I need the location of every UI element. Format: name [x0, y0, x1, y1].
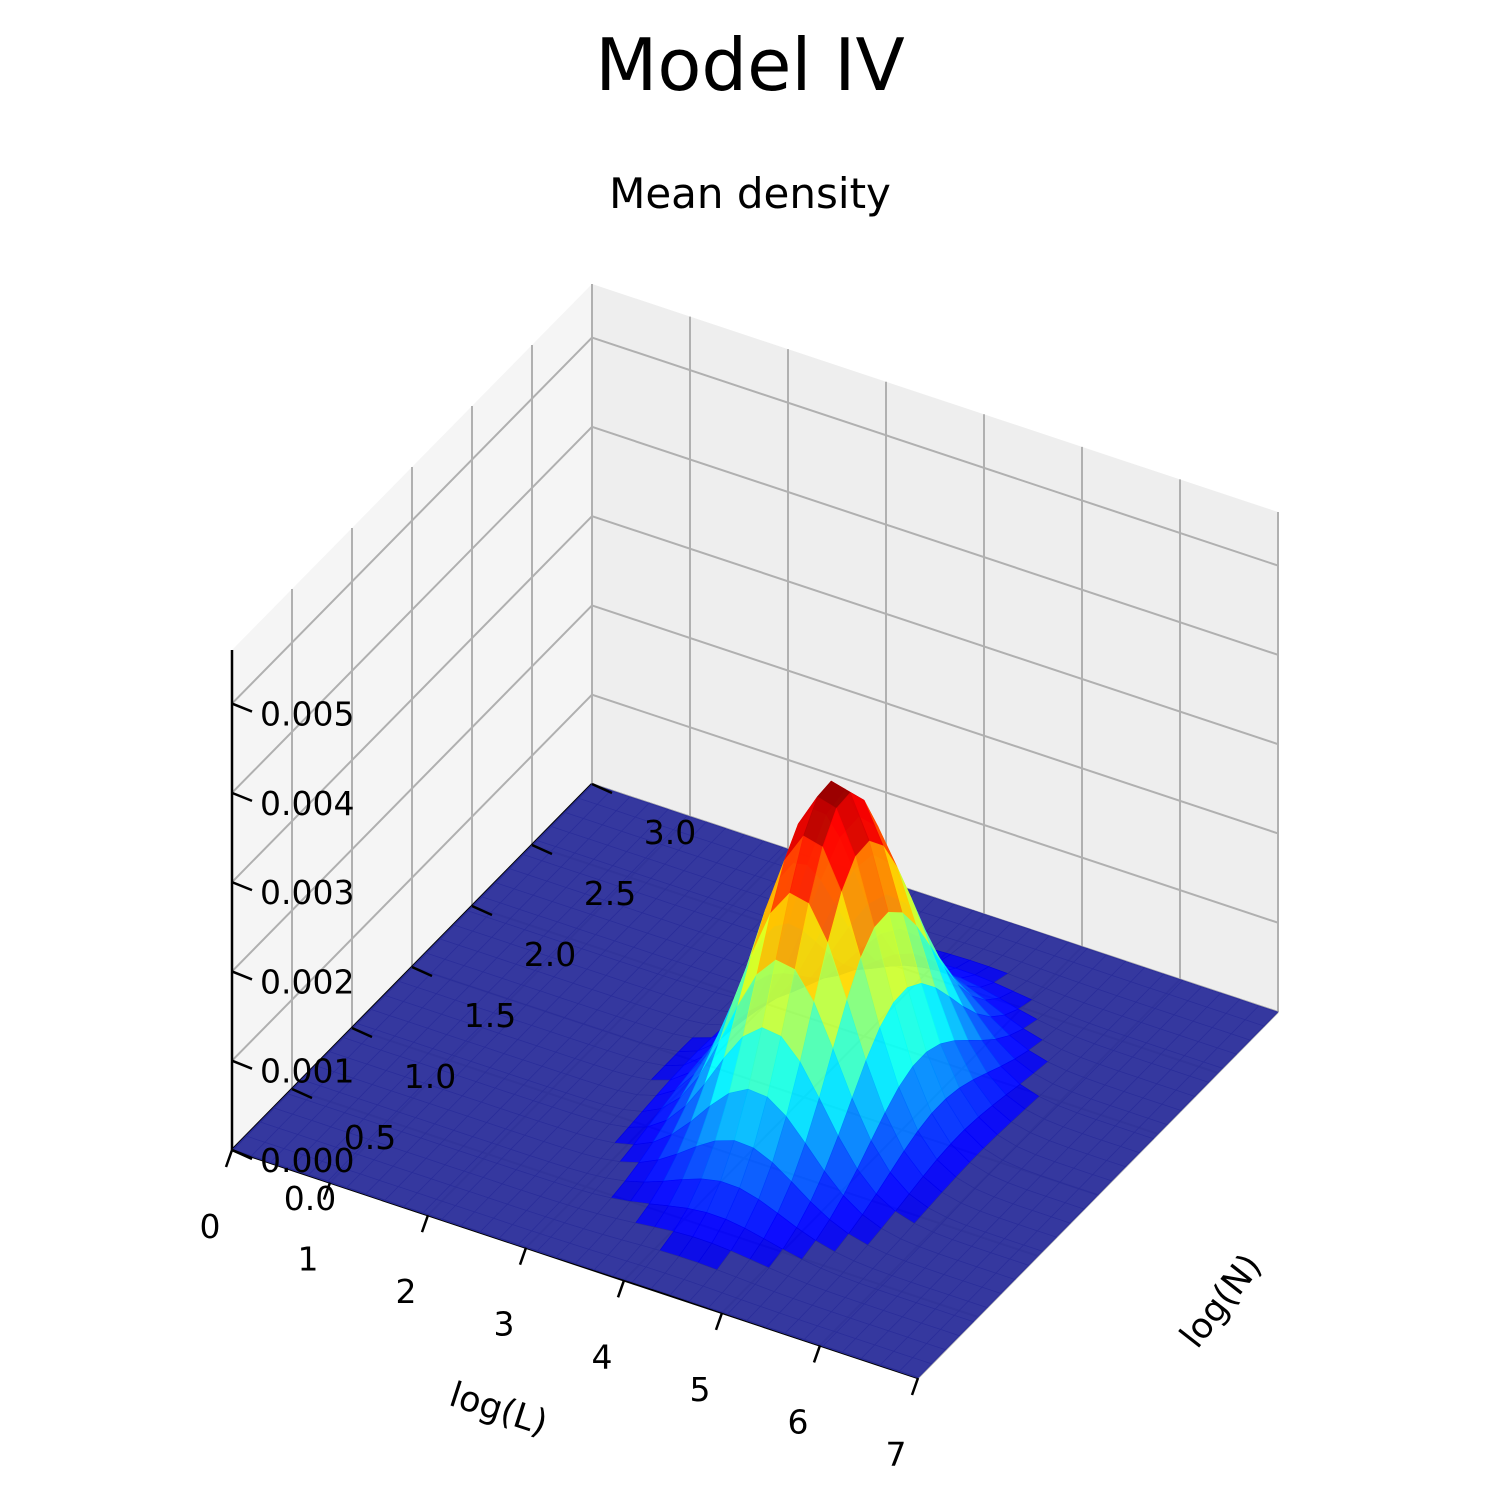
z-tick-label: 0.000 — [260, 1141, 354, 1180]
y-tick-mark — [471, 904, 493, 917]
x-tick-mark — [714, 1312, 724, 1331]
grid-line-back-z — [591, 336, 1279, 567]
grid-line-back-z — [591, 515, 1279, 746]
chart-title: Mean density — [609, 169, 891, 218]
y-tick-label: 1.5 — [464, 996, 516, 1035]
y-tick-mark — [591, 782, 613, 795]
x-tick-mark — [420, 1214, 430, 1233]
z-tick-label: 0.001 — [260, 1052, 354, 1091]
grid-line-left-z — [231, 336, 593, 705]
x-tick-mark — [224, 1149, 234, 1168]
x-tick-label: 3 — [494, 1305, 515, 1344]
x-tick-mark — [616, 1279, 626, 1298]
pane-back — [592, 284, 1278, 1012]
y-tick-label: 2.0 — [524, 935, 576, 974]
x-tick-mark — [322, 1182, 332, 1200]
z-tick-label: 0.003 — [260, 873, 354, 912]
x-tick-label: 7 — [886, 1435, 907, 1474]
grid-line-left-z — [231, 694, 593, 1062]
z-tick-mark — [231, 1059, 253, 1070]
x-tick-label: 5 — [690, 1370, 711, 1409]
grid-line-left-z — [231, 515, 593, 883]
y-axis-label: log(N) — [1173, 1247, 1270, 1356]
density-surface — [231, 780, 1279, 1379]
z-tick-label: 0.005 — [260, 695, 354, 734]
grid-line-back-z — [591, 693, 1279, 924]
y-tick-mark — [351, 1026, 373, 1039]
x-tick-label: 6 — [788, 1402, 809, 1441]
z-tick-mark — [231, 702, 253, 713]
y-tick-label: 2.5 — [584, 874, 636, 913]
surface-patch — [898, 1357, 933, 1379]
x-tick-label: 2 — [396, 1272, 417, 1311]
grid-line-back-z — [591, 604, 1279, 835]
grid-line-left-z — [231, 604, 593, 973]
x-tick-mark — [518, 1247, 528, 1266]
grid-line-back-z — [591, 425, 1279, 656]
figure-suptitle: Model IV — [595, 23, 905, 107]
z-tick-label: 0.002 — [260, 962, 354, 1001]
y-tick-label: 0.0 — [284, 1179, 336, 1218]
grid-line-left-z — [231, 426, 593, 794]
y-tick-mark — [291, 1087, 313, 1100]
y-tick-mark — [531, 843, 553, 856]
z-tick-mark — [231, 970, 253, 981]
tick-labels: 0 1 2 3 4 5 6 7 0.00.51.01.52.02.53.0 0.000 0.001 0… — [200, 695, 920, 1474]
z-tick-mark — [231, 1148, 253, 1160]
z-tick-mark — [231, 791, 253, 803]
x-tick-mark — [910, 1377, 920, 1396]
x-tick-mark — [812, 1345, 822, 1363]
y-tick-label: 3.0 — [644, 813, 696, 852]
x-tick-label: 4 — [592, 1337, 613, 1376]
z-tick-label: 0.004 — [260, 784, 354, 823]
x-tick-label: 0 — [200, 1207, 221, 1246]
z-tick-mark — [231, 880, 253, 892]
y-tick-mark — [411, 965, 433, 978]
x-tick-label: 1 — [298, 1240, 319, 1279]
y-tick-label: 0.5 — [344, 1118, 396, 1157]
y-tick-label: 1.0 — [404, 1057, 456, 1096]
x-axis-label: log(L) — [445, 1375, 553, 1444]
